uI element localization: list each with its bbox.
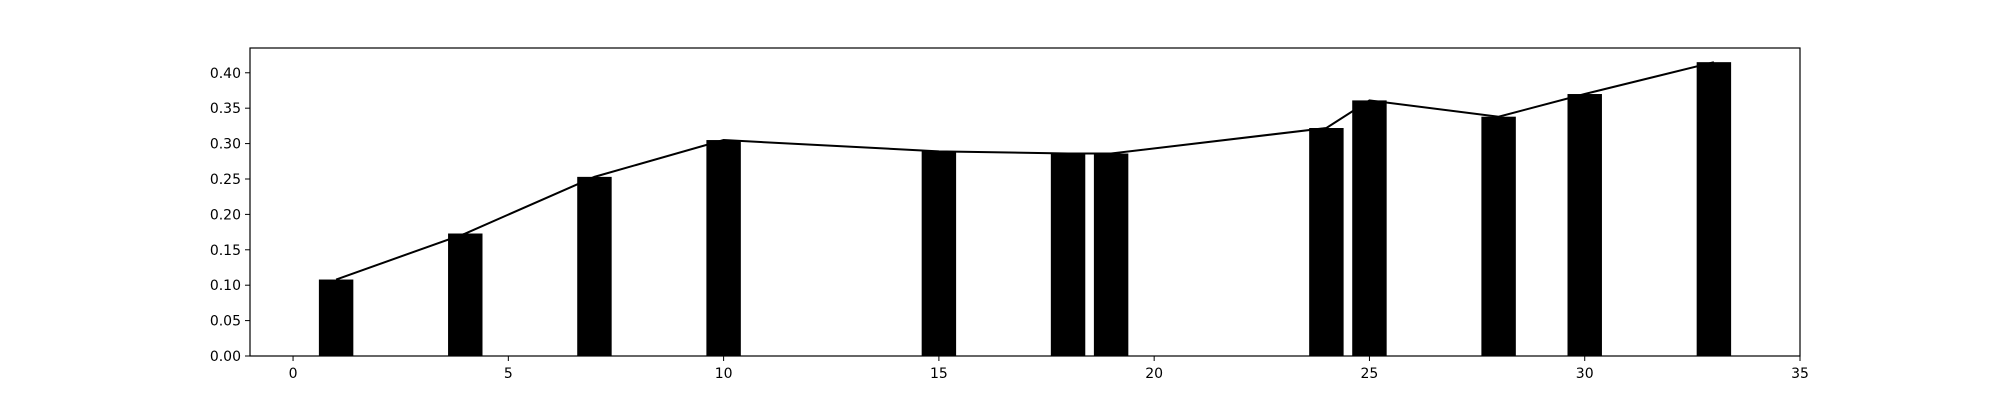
x-tick-label: 0 bbox=[289, 366, 298, 382]
bar-series bbox=[318, 62, 1732, 357]
y-tick-label: 0.20 bbox=[210, 207, 241, 223]
y-tick-label: 0.35 bbox=[210, 101, 241, 117]
axes bbox=[249, 47, 1801, 357]
x-tick-label: 5 bbox=[504, 366, 513, 382]
bar bbox=[1481, 116, 1516, 357]
x-tick-label: 35 bbox=[1791, 366, 1809, 382]
bar bbox=[448, 233, 483, 356]
y-tick-label: 0.10 bbox=[210, 278, 241, 294]
y-tick-label: 0.00 bbox=[210, 349, 241, 365]
bar bbox=[1050, 153, 1086, 356]
bar bbox=[1309, 128, 1344, 356]
bar bbox=[921, 151, 957, 356]
plot-frame bbox=[249, 47, 1801, 357]
bar bbox=[1093, 153, 1129, 356]
bar bbox=[318, 279, 354, 356]
bar bbox=[1352, 100, 1387, 356]
line-path bbox=[335, 61, 1715, 281]
x-axis-ticks: 0 5 10 15 20 25 30 35 bbox=[289, 356, 1809, 382]
y-tick-label: 0.30 bbox=[210, 137, 241, 153]
bar bbox=[1567, 94, 1602, 357]
y-tick-label: 0.25 bbox=[210, 172, 241, 188]
bar bbox=[1696, 62, 1732, 356]
x-tick-label: 25 bbox=[1361, 366, 1379, 382]
x-tick-label: 30 bbox=[1576, 366, 1594, 382]
y-tick-label: 0.40 bbox=[210, 66, 241, 82]
line-series bbox=[335, 61, 1715, 281]
bar bbox=[577, 176, 612, 356]
x-tick-label: 10 bbox=[715, 366, 733, 382]
y-tick-label: 0.05 bbox=[210, 314, 241, 330]
y-axis-ticks: 0.00 0.05 0.10 0.15 0.20 0.25 0.30 0.35 0.40 bbox=[210, 66, 250, 365]
x-tick-label: 20 bbox=[1145, 366, 1163, 382]
bar bbox=[706, 140, 741, 356]
x-tick-label: 15 bbox=[930, 366, 948, 382]
y-tick-label: 0.15 bbox=[210, 243, 241, 259]
